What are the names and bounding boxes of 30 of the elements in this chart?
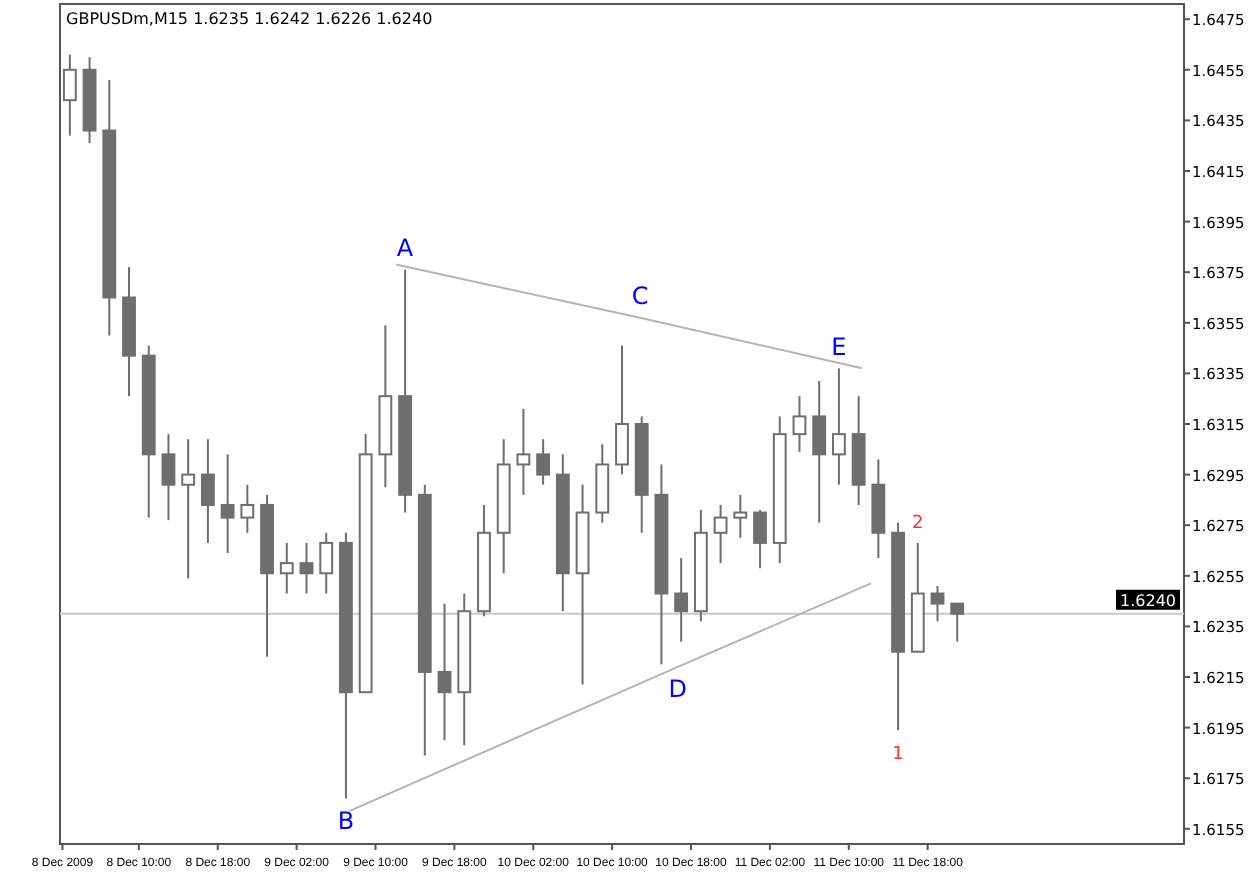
- candlestick: [220, 453, 235, 555]
- candlestick: [733, 493, 748, 539]
- candlestick: [200, 438, 215, 544]
- annotation: 2: [912, 513, 924, 534]
- candlestick: [812, 379, 827, 524]
- candlestick: [792, 395, 807, 453]
- candlestick: [930, 584, 945, 623]
- candlestick: [713, 503, 728, 565]
- annotation: D: [668, 675, 688, 704]
- candlestick: [161, 433, 176, 522]
- annotation: A: [396, 234, 415, 263]
- annotation: E: [831, 332, 847, 361]
- candlestick: [319, 531, 334, 595]
- candlestick: [181, 438, 196, 580]
- candlestick: [299, 541, 314, 595]
- candlestick: [240, 483, 255, 534]
- candlestick: [437, 602, 452, 742]
- candlestick: [753, 509, 767, 570]
- candlestick: [536, 438, 551, 486]
- chart-title: GBPUSDm,M15 1.6235 1.6242 1.6226 1.6240: [66, 10, 433, 28]
- candlestick: [279, 541, 294, 595]
- candlestick: [950, 602, 965, 643]
- candlestick: [832, 367, 846, 486]
- candlestick: [674, 557, 689, 643]
- annotation: C: [631, 282, 649, 311]
- annotation: 1: [892, 745, 904, 766]
- candlestick: [516, 407, 531, 496]
- annotation: B: [337, 807, 355, 836]
- ref-line-label: 1.6240: [1120, 591, 1176, 610]
- candlestick: [615, 344, 629, 476]
